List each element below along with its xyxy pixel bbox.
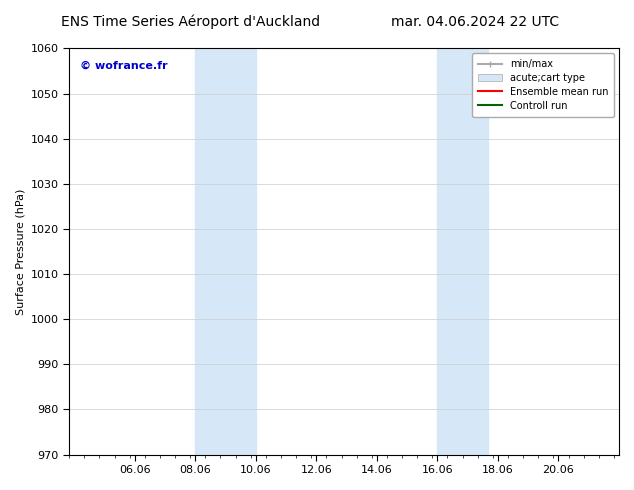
Bar xyxy=(195,49,256,455)
Text: mar. 04.06.2024 22 UTC: mar. 04.06.2024 22 UTC xyxy=(391,15,560,29)
Text: ENS Time Series Aéroport d'Auckland: ENS Time Series Aéroport d'Auckland xyxy=(61,15,320,29)
Legend: min/max, acute;cart type, Ensemble mean run, Controll run: min/max, acute;cart type, Ensemble mean … xyxy=(472,53,614,117)
Y-axis label: Surface Pressure (hPa): Surface Pressure (hPa) xyxy=(15,188,25,315)
Bar xyxy=(437,49,488,455)
Text: © wofrance.fr: © wofrance.fr xyxy=(80,61,168,71)
